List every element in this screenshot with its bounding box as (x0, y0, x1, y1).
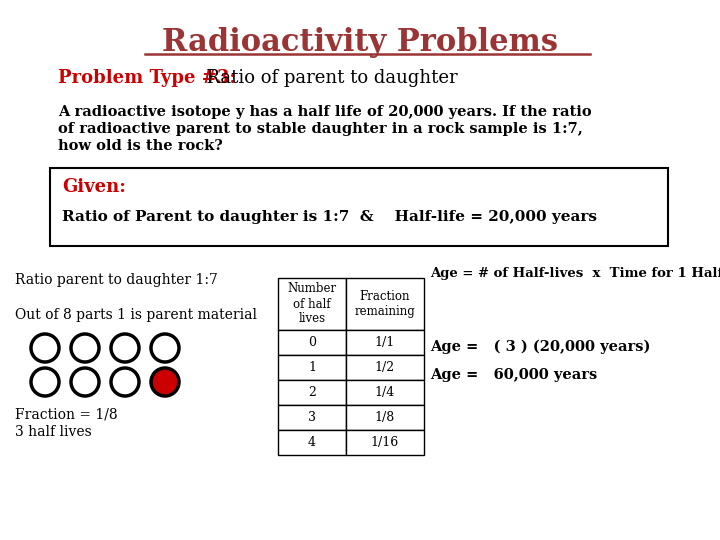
Text: Ratio parent to daughter 1:7: Ratio parent to daughter 1:7 (15, 273, 218, 287)
Text: Out of 8 parts 1 is parent material: Out of 8 parts 1 is parent material (15, 308, 257, 322)
Circle shape (71, 368, 99, 396)
Text: Age =   60,000 years: Age = 60,000 years (430, 368, 598, 382)
Text: Problem Type #3:: Problem Type #3: (58, 69, 236, 87)
Text: Radioactivity Problems: Radioactivity Problems (162, 26, 558, 57)
FancyBboxPatch shape (346, 355, 424, 380)
FancyBboxPatch shape (278, 355, 346, 380)
FancyBboxPatch shape (278, 430, 346, 455)
Text: 1: 1 (308, 361, 316, 374)
Text: 1/8: 1/8 (375, 411, 395, 424)
Text: Age = # of Half-lives  x  Time for 1 Half-life: Age = # of Half-lives x Time for 1 Half-… (430, 267, 720, 280)
FancyBboxPatch shape (346, 405, 424, 430)
Text: Fraction
remaining: Fraction remaining (355, 290, 415, 318)
Text: Given:: Given: (62, 178, 126, 196)
Circle shape (151, 334, 179, 362)
Circle shape (31, 368, 59, 396)
FancyBboxPatch shape (50, 168, 668, 246)
Circle shape (111, 368, 139, 396)
FancyBboxPatch shape (278, 405, 346, 430)
Text: Age =   ( 3 ) (20,000 years): Age = ( 3 ) (20,000 years) (430, 340, 650, 354)
FancyBboxPatch shape (278, 330, 346, 355)
Text: 3 half lives: 3 half lives (15, 425, 91, 439)
Text: Fraction = 1/8: Fraction = 1/8 (15, 407, 117, 421)
FancyBboxPatch shape (346, 278, 424, 330)
FancyBboxPatch shape (346, 330, 424, 355)
Circle shape (71, 334, 99, 362)
Text: Ratio of Parent to daughter is 1:7  &    Half-life = 20,000 years: Ratio of Parent to daughter is 1:7 & Hal… (62, 210, 597, 224)
Circle shape (31, 334, 59, 362)
FancyBboxPatch shape (278, 278, 346, 330)
FancyBboxPatch shape (346, 380, 424, 405)
FancyBboxPatch shape (278, 380, 346, 405)
Text: of radioactive parent to stable daughter in a rock sample is 1:7,: of radioactive parent to stable daughter… (58, 122, 582, 136)
Text: 3: 3 (308, 411, 316, 424)
Text: Ratio of parent to daughter: Ratio of parent to daughter (195, 69, 458, 87)
Circle shape (151, 368, 179, 396)
Text: 4: 4 (308, 436, 316, 449)
Text: A radioactive isotope y has a half life of 20,000 years. If the ratio: A radioactive isotope y has a half life … (58, 105, 592, 119)
Text: 1/2: 1/2 (375, 361, 395, 374)
Text: how old is the rock?: how old is the rock? (58, 139, 222, 153)
Text: 1/4: 1/4 (375, 386, 395, 399)
Text: 1/1: 1/1 (375, 336, 395, 349)
FancyBboxPatch shape (346, 430, 424, 455)
Text: Number
of half
lives: Number of half lives (287, 282, 336, 326)
Text: 0: 0 (308, 336, 316, 349)
Text: 2: 2 (308, 386, 316, 399)
Circle shape (111, 334, 139, 362)
Text: 1/16: 1/16 (371, 436, 399, 449)
